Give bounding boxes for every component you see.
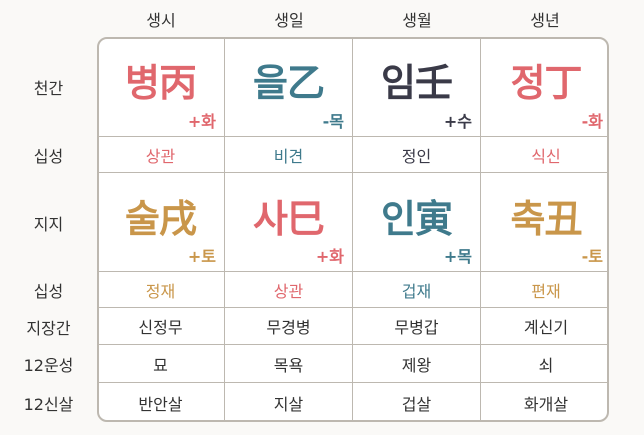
row-label: 지지: [33, 214, 64, 234]
hidden-stems-cell: 신정무: [99, 308, 225, 345]
cell-text: 무병갑: [394, 318, 439, 337]
branch-ten-god-cell: 편재: [481, 272, 607, 308]
cell-text: 쇠: [538, 355, 554, 375]
pillar-character: 병丙: [125, 61, 197, 105]
pillar-character: 인寅: [381, 196, 453, 241]
element-label: +수: [443, 112, 472, 131]
twelve-spirits-cell: 겁살: [353, 383, 481, 420]
element-label: -화: [581, 112, 603, 131]
cell-text: 제왕: [401, 355, 432, 375]
row-label: 십성: [33, 282, 64, 301]
twelve-stages-cell: 제왕: [353, 345, 481, 383]
row-label: 천간: [33, 79, 64, 98]
ten-god-text: 비견: [273, 146, 304, 166]
cell-text: 계신기: [523, 318, 569, 337]
pillar-character: 을乙: [253, 61, 325, 105]
twelve-spirits-cell: 화개살: [481, 383, 607, 420]
pillar-character: 정丁: [510, 61, 583, 105]
hidden-stems-cell: 무경병: [225, 308, 353, 345]
row-label: 십성: [33, 147, 64, 166]
heavenly-stem-cell: 을乙 -목: [225, 39, 353, 137]
column-header: 생일: [274, 10, 304, 30]
twelve-spirits-cell: 지살: [225, 383, 353, 420]
cell-text: 묘: [153, 355, 168, 375]
element-label: +화: [187, 112, 216, 131]
column-header: 생시: [146, 10, 176, 30]
element-label: +화: [315, 247, 344, 266]
stem-ten-god-cell: 상관: [99, 137, 225, 173]
element-label: -토: [581, 247, 603, 266]
element-label: +토: [187, 247, 216, 266]
pillar-character: 술戌: [125, 196, 197, 241]
row-label: 12운성: [23, 356, 74, 375]
pillar-character: 임壬: [381, 61, 453, 105]
column-header: 생년: [530, 10, 560, 30]
ten-god-text: 정재: [145, 281, 176, 301]
cell-text: 지살: [273, 394, 304, 414]
heavenly-stem-cell: 정丁 -화: [481, 39, 607, 137]
twelve-stages-cell: 쇠: [481, 345, 607, 383]
hidden-stems-cell: 무병갑: [353, 308, 481, 345]
ten-god-text: 상관: [273, 281, 304, 301]
twelve-spirits-cell: 반안살: [99, 383, 225, 420]
cell-text: 무경병: [266, 318, 311, 337]
row-label: 지장간: [26, 318, 71, 338]
element-label: -목: [322, 112, 344, 131]
row-label: 12신살: [23, 394, 74, 414]
earthly-branch-cell: 사巳 +화: [225, 173, 353, 272]
stem-ten-god-cell: 비견: [225, 137, 353, 173]
ten-god-text: 겁재: [401, 281, 432, 301]
cell-text: 화개살: [523, 394, 569, 414]
stem-ten-god-cell: 식신: [481, 137, 607, 173]
twelve-stages-cell: 묘: [99, 345, 225, 383]
pillar-character: 축丑: [510, 196, 583, 241]
earthly-branch-cell: 축丑 -토: [481, 173, 607, 272]
stem-ten-god-cell: 정인: [353, 137, 481, 173]
branch-ten-god-cell: 상관: [225, 272, 353, 308]
twelve-stages-cell: 목욕: [225, 345, 353, 383]
hidden-stems-cell: 계신기: [481, 308, 607, 345]
cell-text: 반안살: [138, 394, 183, 414]
ten-god-text: 편재: [531, 281, 561, 301]
ten-god-text: 상관: [145, 146, 176, 166]
heavenly-stem-cell: 병丙 +화: [99, 39, 225, 137]
cell-text: 겁살: [401, 394, 432, 414]
pillar-table: 병丙 +화 을乙 -목 임壬 +수 정丁 -화 상관 비견 정인 식신 술戌 +토 사巳 +화 인寅 +목 축丑 -토…: [97, 37, 609, 422]
cell-text: 목욕: [273, 355, 304, 375]
element-label: +목: [443, 247, 472, 266]
heavenly-stem-cell: 임壬 +수: [353, 39, 481, 137]
ten-god-text: 정인: [401, 146, 432, 166]
cell-text: 신정무: [138, 318, 183, 337]
ten-god-text: 식신: [531, 146, 561, 166]
column-header: 생월: [402, 10, 432, 30]
branch-ten-god-cell: 정재: [99, 272, 225, 308]
pillar-character: 사巳: [253, 196, 325, 241]
branch-ten-god-cell: 겁재: [353, 272, 481, 308]
earthly-branch-cell: 술戌 +토: [99, 173, 225, 272]
earthly-branch-cell: 인寅 +목: [353, 173, 481, 272]
